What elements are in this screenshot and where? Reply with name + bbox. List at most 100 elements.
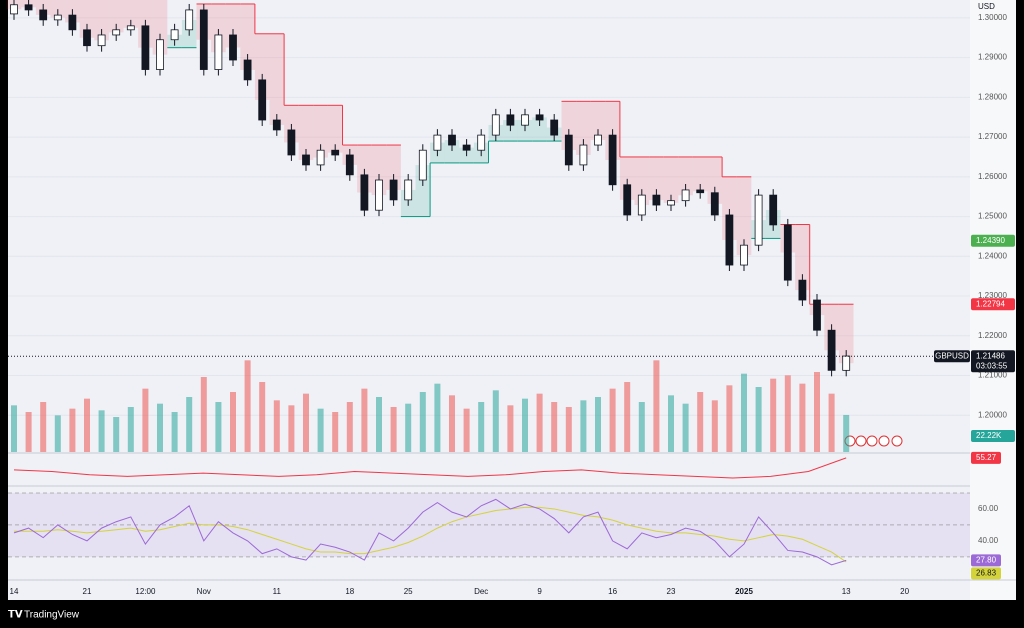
volume-bar: [784, 375, 791, 452]
volume-bar: [711, 400, 718, 452]
supertrend-fill: [123, 0, 139, 28]
volume-bar: [25, 412, 32, 452]
candle-body: [579, 144, 588, 166]
volume-bar: [449, 395, 455, 452]
x-tick-label: 9: [537, 587, 542, 596]
volume-bar: [171, 412, 178, 452]
supertrend-fill: [634, 156, 650, 206]
volume-bar: [200, 377, 207, 452]
volume-bar: [157, 403, 163, 452]
volume-bar: [215, 402, 222, 452]
footer: [0, 600, 1024, 628]
volume-bar: [11, 405, 17, 452]
brand: TradingView: [24, 610, 80, 621]
y-tick-label: 1.27000: [978, 132, 1007, 141]
candle-body: [813, 299, 821, 331]
volume-bar: [419, 392, 426, 452]
y-tick-label: 1.22000: [978, 331, 1007, 340]
last-price-box: [971, 350, 1015, 373]
volume-bar: [346, 402, 353, 452]
volume-bar: [303, 393, 309, 452]
candle-body: [637, 194, 646, 216]
volume-bar: [405, 403, 412, 452]
candle-body: [564, 134, 573, 166]
supertrend-fill: [663, 156, 679, 203]
supertrend-fill: [795, 224, 810, 291]
rsi-ma-label-box: [971, 567, 1001, 580]
candle-body: [126, 25, 135, 31]
volume-bar: [492, 390, 499, 452]
supertrend-fill: [240, 3, 255, 70]
volume-bar: [814, 372, 820, 452]
oscillator-line: [13, 457, 847, 479]
volume-bar: [259, 382, 266, 452]
volume-bar: [682, 403, 689, 452]
currency: USD: [978, 2, 995, 11]
y-tick-label: 1.30000: [978, 13, 1007, 22]
volume-bar: [113, 417, 120, 452]
supertrend-fill: [576, 101, 591, 155]
volume-bar: [697, 392, 704, 452]
volume-bar: [624, 382, 631, 452]
candle-body: [170, 29, 179, 41]
rsi-line: [13, 498, 847, 566]
x-tick-label: 18: [345, 587, 354, 596]
supertrend-fill: [707, 156, 723, 204]
supertrend-fill: [692, 156, 708, 192]
supertrend-fill: [444, 140, 460, 163]
price-label: 1.24390: [976, 236, 1005, 245]
price-label: 1.22794: [976, 299, 1005, 308]
candle-body: [214, 34, 223, 70]
rsi-label-box: [971, 554, 1001, 567]
candle-body: [783, 224, 792, 281]
supertrend-fill: [79, 0, 95, 38]
candle-body: [389, 179, 398, 201]
candle-body: [608, 134, 617, 186]
candle-body: [710, 192, 719, 216]
volume-bar: [127, 407, 134, 452]
x-tick-label: Dec: [474, 587, 488, 596]
candle-body: [112, 29, 121, 36]
volume-bar: [595, 397, 601, 452]
volume-bar: [376, 397, 382, 452]
candle-body: [754, 194, 763, 246]
volume-bar: [507, 405, 514, 452]
candle-body: [491, 114, 500, 136]
candle-body: [185, 9, 194, 31]
rsi-tick-label: 60.00: [978, 504, 999, 513]
symbol-box: [934, 350, 970, 363]
oscillator-label-box: [971, 451, 1001, 464]
candle-body: [798, 279, 807, 301]
volume-bar: [317, 408, 324, 452]
supertrend-fill: [108, 0, 124, 33]
candle-body: [623, 184, 632, 216]
x-tick-label: 2025: [735, 587, 753, 596]
candle-body: [97, 34, 106, 47]
rsi-ma-line: [14, 506, 847, 563]
volume-bar: [799, 383, 806, 452]
volume-bar: [522, 398, 528, 452]
volume-bar: [273, 400, 280, 452]
x-tick-label: 14: [10, 587, 19, 596]
candle-body: [681, 189, 690, 202]
volume-bar: [668, 395, 674, 452]
candle-body: [448, 134, 456, 146]
candle-body: [404, 179, 413, 201]
x-tick-label: 11: [273, 587, 282, 596]
supertrend-fill: [327, 105, 343, 153]
rsi-label: 27.80: [976, 555, 997, 564]
volume-bar: [580, 400, 587, 452]
candle-body: [24, 4, 33, 11]
supertrend-fill: [298, 105, 314, 160]
candle-body: [433, 134, 442, 151]
x-tick-label: 12:00: [135, 587, 156, 596]
volume-bar: [40, 402, 47, 452]
candle-body: [696, 189, 705, 194]
candle-body: [68, 14, 77, 31]
supertrend-fill: [50, 0, 66, 18]
price-label-box: [971, 298, 1015, 311]
supertrend-fill: [590, 101, 606, 141]
x-tick-label: Nov: [197, 587, 211, 596]
